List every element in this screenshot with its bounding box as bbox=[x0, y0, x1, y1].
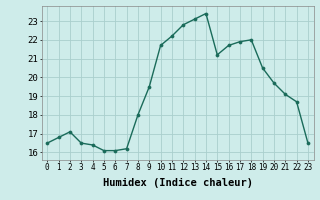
X-axis label: Humidex (Indice chaleur): Humidex (Indice chaleur) bbox=[103, 178, 252, 188]
